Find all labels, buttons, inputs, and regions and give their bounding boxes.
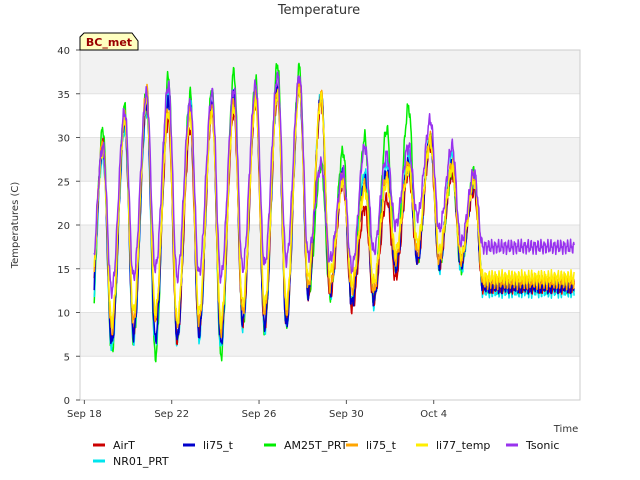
y-axis-label: Temperatures (C) [10, 182, 21, 270]
x-axis-label: Time [553, 424, 578, 435]
legend-label: li75_t [366, 439, 397, 452]
x-tick-label: Sep 18 [67, 409, 102, 420]
grid-band [80, 137, 580, 182]
grid-band [80, 181, 580, 225]
x-axis-ticks: Sep 18 Sep 22 Sep 26 Sep 30 Oct 4 [67, 400, 447, 420]
y-tick-label: 30 [57, 134, 70, 145]
grid-band [80, 50, 580, 94]
grid-band [80, 225, 580, 269]
series-line-li77-temp [93, 86, 575, 330]
grid-band [80, 312, 580, 357]
grid-band [80, 93, 580, 138]
legend-label: NR01_PRT [113, 455, 169, 468]
site-badge-label: BC_met [86, 36, 132, 49]
series-line-tsonic [93, 71, 575, 299]
legend-label: AirT [113, 439, 135, 452]
x-tick-label: Oct 4 [420, 409, 447, 420]
y-axis-ticks: 0 5 10 15 20 25 30 35 40 [57, 46, 80, 407]
y-tick-label: 5 [64, 352, 70, 363]
legend-label: AM25T_PRT [284, 439, 348, 452]
y-tick-label: 40 [57, 46, 70, 57]
x-tick-label: Sep 30 [329, 409, 364, 420]
legend: AirT li75_t AM25T_PRT li75_t li77_temp Tsonic… [93, 439, 559, 468]
x-tick-label: Sep 22 [154, 409, 189, 420]
chart-title: Temperature [277, 3, 360, 18]
site-badge-box [79, 32, 139, 51]
y-tick-label: 25 [57, 177, 70, 188]
y-tick-label: 15 [57, 265, 70, 276]
grid-band [80, 356, 580, 400]
site-badge: BC_met [79, 32, 139, 51]
series-lines [93, 62, 575, 363]
y-tick-label: 20 [57, 221, 70, 232]
y-tick-label: 10 [57, 309, 70, 320]
y-tick-label: 0 [64, 396, 70, 407]
legend-label: li75_t [203, 439, 234, 452]
y-tick-label: 35 [57, 90, 70, 101]
legend-label: Tsonic [525, 439, 559, 452]
legend-label: li77_temp [436, 439, 490, 452]
x-tick-label: Sep 26 [242, 409, 277, 420]
